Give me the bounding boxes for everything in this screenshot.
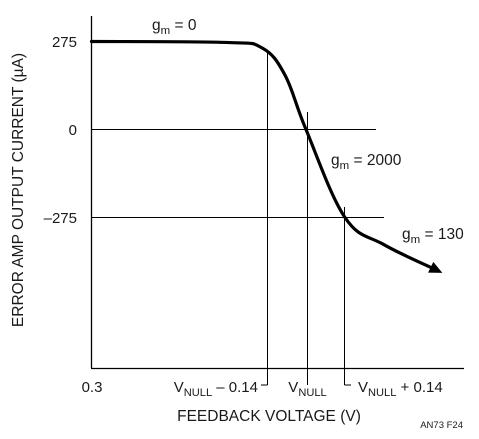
gm-annotation-1: gm = 2000 xyxy=(331,152,402,172)
series-arrow-head-0 xyxy=(428,261,443,273)
y-tick-label: 0 xyxy=(69,122,77,139)
gm-annotation-0: gm = 0 xyxy=(152,17,197,37)
x-axis-label: FEEDBACK VOLTAGE (V) xyxy=(177,408,361,425)
x-tick-label: VNULL + 0.14 xyxy=(358,379,443,399)
figure-id: AN73 F24 xyxy=(420,420,463,431)
x-tick-label: VNULL xyxy=(288,379,326,399)
x-tick-label: VNULL – 0.14 xyxy=(174,379,258,399)
series-line-0 xyxy=(89,39,439,272)
gm-annotation-2: gm = 130 xyxy=(402,226,464,246)
y-tick-label: –275 xyxy=(44,210,77,227)
y-tick-label: 275 xyxy=(52,34,77,51)
y-axis-label: ERROR AMP OUTPUT CURRENT (µA) xyxy=(10,53,27,327)
x-tick-label: 0.3 xyxy=(82,379,103,396)
